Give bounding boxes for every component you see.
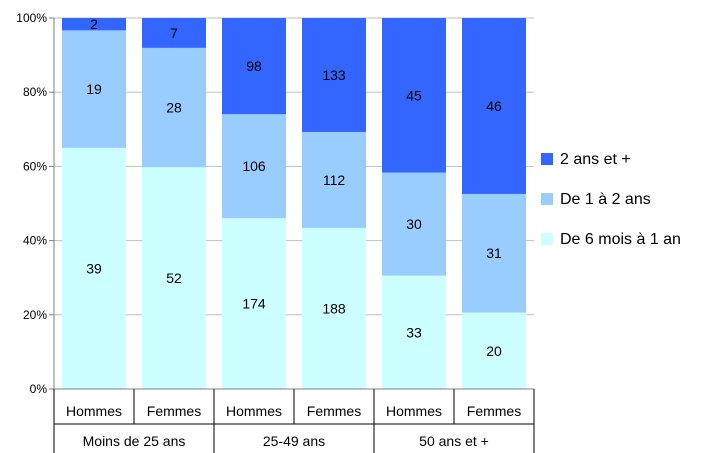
bar-segment [62, 30, 126, 148]
bar-segment [462, 18, 526, 194]
x-group-label: 25-49 ans [263, 433, 325, 449]
data-label: 174 [242, 296, 266, 312]
data-label: 46 [486, 98, 502, 114]
x-category-label: Femmes [467, 403, 521, 419]
bar-segment [222, 114, 286, 219]
legend-label: 2 ans et + [560, 151, 631, 168]
bars: 39 19 2 52 28 7 174 106 98 188 112 133 33 30 45 20 31 46 [62, 16, 526, 389]
x-group-label: Moins de 25 ans [83, 433, 186, 449]
y-tick-label: 60% [23, 159, 47, 173]
y-tick-label: 20% [23, 308, 47, 322]
bar-segment [142, 47, 206, 168]
data-label: 98 [246, 58, 262, 74]
bar-segment [302, 131, 366, 228]
data-label: 133 [322, 67, 346, 83]
x-category-label: Hommes [226, 403, 282, 419]
data-label: 52 [166, 270, 182, 286]
y-tick-label: 0% [30, 382, 48, 396]
bar-segment [382, 18, 446, 173]
bar-segment [462, 193, 526, 313]
bar-segment [302, 227, 366, 389]
data-label: 19 [86, 81, 102, 97]
bar-segment [62, 18, 126, 31]
x-category-label: Femmes [147, 403, 201, 419]
x-axis: Hommes Femmes Hommes Femmes Hommes Femmes Moin… [53, 388, 535, 453]
data-label: 2 [90, 16, 98, 32]
legend-swatch [541, 233, 553, 245]
data-label: 28 [166, 100, 182, 116]
data-label: 31 [486, 245, 502, 261]
y-tick-label: 40% [23, 234, 47, 248]
legend-swatch [541, 193, 553, 205]
legend-swatch [541, 153, 553, 165]
legend-label: De 6 mois à 1 an [560, 231, 681, 248]
bar-segment [62, 147, 126, 389]
x-category-label: Femmes [307, 403, 361, 419]
legend: 2 ans et + De 1 à 2 ans De 6 mois à 1 an [541, 151, 681, 248]
bar-segment [142, 18, 206, 48]
bar-segment [302, 18, 366, 132]
bar-segment [382, 275, 446, 389]
y-tick-label: 100% [16, 11, 47, 25]
x-category-label: Hommes [386, 403, 442, 419]
data-label: 33 [406, 324, 422, 340]
bar-segment [222, 218, 286, 389]
data-label: 7 [170, 25, 178, 41]
data-label: 20 [486, 343, 502, 359]
bar-segment [142, 167, 206, 389]
x-group-label: 50 ans et + [419, 433, 489, 449]
legend-label: De 1 à 2 ans [560, 191, 651, 208]
data-label: 30 [406, 216, 422, 232]
bar-segment [382, 172, 446, 276]
y-axis: 0% 20% 40% 60% 80% 100% [16, 11, 55, 396]
data-label: 39 [86, 260, 102, 276]
x-category-label: Hommes [66, 403, 122, 419]
data-label: 188 [322, 300, 346, 316]
bar-segment [222, 18, 286, 115]
y-tick-label: 80% [23, 85, 47, 99]
data-label: 106 [242, 158, 266, 174]
data-label: 112 [323, 172, 346, 188]
data-label: 45 [406, 87, 422, 103]
bar-segment [462, 312, 526, 389]
